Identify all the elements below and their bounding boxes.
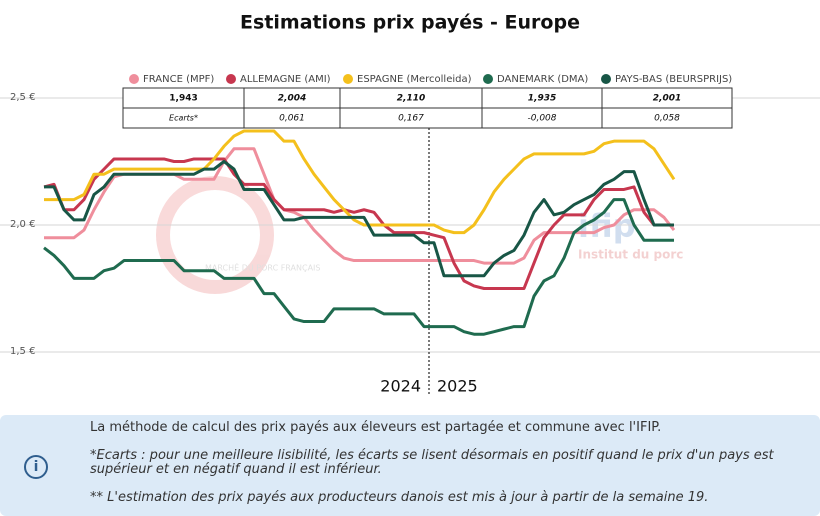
table-price: 2,110 bbox=[397, 94, 425, 104]
legend-label: FRANCE (MPF) bbox=[143, 74, 214, 85]
chart: Estimations prix payés - Europe MARCHÉ D… bbox=[0, 12, 820, 396]
year-label: 2025 bbox=[437, 377, 478, 396]
series-line bbox=[44, 147, 676, 265]
legend-label: ALLEMAGNE (AMI) bbox=[240, 74, 331, 85]
legend-label: ESPAGNE (Mercolleida) bbox=[357, 74, 472, 85]
watermark-left: MARCHÉ DU PORC FRANÇAIS bbox=[156, 176, 321, 294]
info-note: *Ecarts : pour une meilleure lisibilité,… bbox=[90, 448, 774, 477]
legend-swatch bbox=[601, 74, 611, 84]
legend-label: PAYS-BAS (BEURSPRIJS) bbox=[615, 74, 732, 85]
table-ecart: 0,058 bbox=[654, 114, 680, 124]
chart-title: Estimations prix payés - Europe bbox=[240, 12, 580, 34]
info-line: La méthode de calcul des prix payés aux … bbox=[90, 420, 662, 435]
watermark-text: MARCHÉ DU PORC FRANÇAIS bbox=[205, 262, 321, 273]
table-ecart: 0,167 bbox=[398, 114, 424, 124]
series-line bbox=[43, 198, 674, 336]
series-line bbox=[44, 160, 674, 278]
year-label: 2024 bbox=[380, 377, 421, 396]
table-ecart: -0,008 bbox=[527, 114, 556, 124]
series-line bbox=[44, 129, 676, 235]
legend-swatch bbox=[343, 74, 353, 84]
y-tick-label: 2,5 € bbox=[10, 92, 35, 103]
legend-swatch bbox=[483, 74, 493, 84]
legend-label: DANEMARK (DMA) bbox=[497, 74, 588, 85]
y-tick-label: 1,5 € bbox=[10, 346, 35, 357]
info-note: ** L'estimation des prix payés aux produ… bbox=[90, 490, 709, 505]
watermark-sub: Institut du porc bbox=[578, 248, 683, 262]
table-price: 2,001 bbox=[653, 94, 681, 104]
table-price: 1,935 bbox=[528, 94, 556, 104]
series-line bbox=[43, 157, 674, 290]
table-price: 2,004 bbox=[278, 94, 306, 104]
table-ecart: 0,061 bbox=[279, 114, 305, 124]
legend-swatch bbox=[226, 74, 236, 84]
legend-swatch bbox=[129, 74, 139, 84]
info-box: i La méthode de calcul des prix payés au… bbox=[0, 415, 820, 516]
table-price: 1,943 bbox=[169, 94, 197, 104]
y-tick-label: 2,0 € bbox=[10, 219, 35, 230]
info-icon: i bbox=[24, 455, 48, 479]
logo-ring bbox=[156, 176, 274, 294]
table-label: Ecarts* bbox=[169, 114, 198, 123]
